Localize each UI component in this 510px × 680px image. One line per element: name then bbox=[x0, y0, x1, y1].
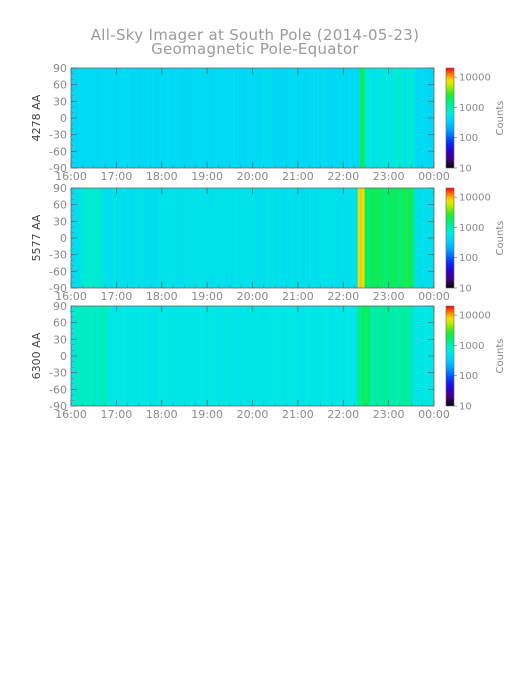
colorbar-tick-label: 10000 bbox=[459, 311, 491, 322]
panel-ylabel: 4278 AA bbox=[30, 94, 43, 141]
x-tick-label: 20:00 bbox=[237, 170, 269, 183]
x-tick-label: 17:00 bbox=[101, 170, 133, 183]
x-tick-label: 16:00 bbox=[55, 408, 87, 421]
y-tick-label: -30 bbox=[49, 249, 67, 262]
colorbar-tick-label: 10000 bbox=[459, 73, 491, 84]
x-tick-label: 19:00 bbox=[191, 170, 223, 183]
colorbar-tick-label: 1000 bbox=[459, 223, 484, 234]
x-tick-label: 16:00 bbox=[55, 290, 87, 303]
y-tick-label: -90 bbox=[49, 400, 67, 413]
x-tick-label: 19:00 bbox=[191, 290, 223, 303]
colorbar bbox=[445, 187, 455, 289]
colorbar-tick-label: 100 bbox=[459, 133, 478, 144]
colorbar-tick-label: 10 bbox=[459, 284, 472, 295]
y-tick-label: 0 bbox=[60, 350, 67, 363]
y-tick-label: 30 bbox=[53, 215, 67, 228]
colorbar bbox=[445, 305, 455, 407]
x-tick-label: 18:00 bbox=[146, 290, 178, 303]
y-tick-label: 90 bbox=[53, 182, 67, 195]
y-tick-label: -30 bbox=[49, 367, 67, 380]
x-tick-label: 19:00 bbox=[191, 408, 223, 421]
colorbar-title: Counts bbox=[495, 221, 506, 256]
colorbar-tick-label: 100 bbox=[459, 253, 478, 264]
y-tick-label: 0 bbox=[60, 112, 67, 125]
x-tick-label: 17:00 bbox=[101, 408, 133, 421]
x-tick-label: 20:00 bbox=[237, 290, 269, 303]
panel-1: 90 60 30 0 -30 -60 -90 5577 AA 16:00 17:00 18:00 19… bbox=[30, 182, 506, 303]
panel-2: 90 60 30 0 -30 -60 -90 6300 AA 16:00 17:00 18:00 19… bbox=[30, 300, 506, 421]
x-tick-label: 21:00 bbox=[282, 170, 314, 183]
panel-ylabel: 6300 AA bbox=[30, 332, 43, 379]
x-tick-label: 20:00 bbox=[237, 408, 269, 421]
y-tick-label: -90 bbox=[49, 162, 67, 175]
x-tick-label: 21:00 bbox=[282, 408, 314, 421]
x-tick-label: 21:00 bbox=[282, 290, 314, 303]
x-tick-label: 18:00 bbox=[146, 170, 178, 183]
y-tick-label: 90 bbox=[53, 300, 67, 313]
x-tick-label: 00:00 bbox=[418, 170, 450, 183]
y-tick-label: -60 bbox=[49, 265, 67, 278]
colorbar-tick-label: 10 bbox=[459, 164, 472, 175]
y-tick-label: 30 bbox=[53, 95, 67, 108]
panels-group: 90 60 30 0 -30 -60 -90 4278 AA 16:00 17:00 18:00 19… bbox=[30, 62, 506, 421]
x-tick-label: 22:00 bbox=[327, 170, 359, 183]
colorbar-tick-label: 10 bbox=[459, 402, 472, 413]
y-tick-label: -60 bbox=[49, 383, 67, 396]
colorbar-tick-label: 1000 bbox=[459, 341, 484, 352]
x-tick-label: 23:00 bbox=[373, 290, 405, 303]
colorbar-tick-label: 100 bbox=[459, 371, 478, 382]
chart-title: All-Sky Imager at South Pole (2014-05-23… bbox=[91, 26, 419, 44]
colorbar-title: Counts bbox=[495, 339, 506, 374]
y-tick-label: 0 bbox=[60, 232, 67, 245]
x-tick-label: 23:00 bbox=[373, 408, 405, 421]
x-tick-label: 23:00 bbox=[373, 170, 405, 183]
x-tick-label: 22:00 bbox=[327, 290, 359, 303]
x-tick-label: 16:00 bbox=[55, 170, 87, 183]
x-tick-label: 17:00 bbox=[101, 290, 133, 303]
y-tick-label: 90 bbox=[53, 62, 67, 75]
panel-0: 90 60 30 0 -30 -60 -90 4278 AA 16:00 17:00 18:00 19… bbox=[30, 62, 506, 183]
colorbar-title: Counts bbox=[495, 101, 506, 136]
y-tick-label: 60 bbox=[53, 317, 67, 330]
x-tick-label: 18:00 bbox=[146, 408, 178, 421]
colorbar-tick-label: 1000 bbox=[459, 103, 484, 114]
colorbar bbox=[445, 67, 455, 169]
x-tick-label: 00:00 bbox=[418, 408, 450, 421]
y-tick-label: 60 bbox=[53, 199, 67, 212]
colorbar-tick-label: 10000 bbox=[459, 193, 491, 204]
y-tick-label: 30 bbox=[53, 333, 67, 346]
y-tick-label: -60 bbox=[49, 145, 67, 158]
panel-texture bbox=[71, 306, 434, 406]
panel-ylabel: 5577 AA bbox=[30, 214, 43, 261]
y-tick-label: 60 bbox=[53, 79, 67, 92]
y-tick-label: -30 bbox=[49, 129, 67, 142]
y-tick-label: -90 bbox=[49, 282, 67, 295]
x-tick-label: 00:00 bbox=[418, 290, 450, 303]
x-tick-label: 22:00 bbox=[327, 408, 359, 421]
chart-subtitle: Geomagnetic Pole-Equator bbox=[151, 40, 359, 58]
